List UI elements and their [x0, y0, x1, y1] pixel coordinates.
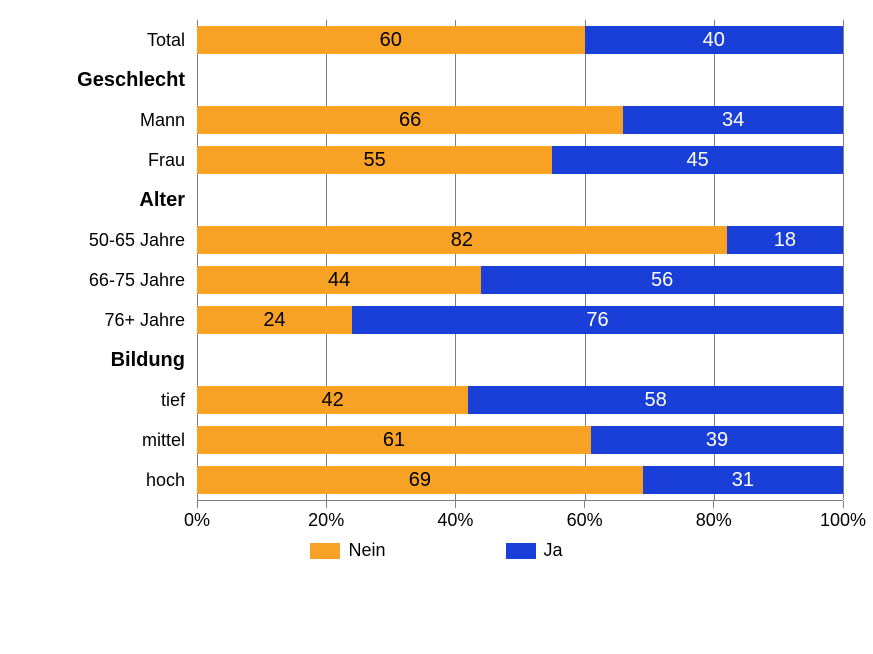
segment-nein: 69 [197, 466, 643, 494]
bar-area: 24 76 [197, 300, 843, 340]
legend-item-ja: Ja [506, 540, 563, 561]
row-label: 76+ Jahre [30, 310, 197, 331]
group-label: Geschlecht [30, 69, 197, 92]
row-label: Mann [30, 110, 197, 131]
segment-ja: 40 [585, 26, 843, 54]
group-label: Bildung [30, 349, 197, 372]
bar-area: 69 31 [197, 460, 843, 500]
stacked-bar: 82 18 [197, 226, 843, 254]
stacked-bar-chart: Total 60 40 Geschlecht Mann 66 34 Frau 5… [30, 20, 843, 561]
segment-ja: 58 [468, 386, 843, 414]
stacked-bar: 66 34 [197, 106, 843, 134]
stacked-bar: 60 40 [197, 26, 843, 54]
row-label: hoch [30, 470, 197, 491]
legend-swatch-nein [310, 543, 340, 559]
bar-row: Frau 55 45 [30, 140, 843, 180]
segment-nein: 42 [197, 386, 468, 414]
stacked-bar: 69 31 [197, 466, 843, 494]
segment-nein: 55 [197, 146, 552, 174]
legend-swatch-ja [506, 543, 536, 559]
segment-ja: 39 [591, 426, 843, 454]
bar-row: hoch 69 31 [30, 460, 843, 500]
segment-nein: 60 [197, 26, 585, 54]
stacked-bar: 44 56 [197, 266, 843, 294]
x-tick: 80% [696, 501, 732, 531]
group-header: Alter [30, 180, 843, 220]
x-tick: 20% [308, 501, 344, 531]
segment-nein: 44 [197, 266, 481, 294]
segment-ja: 76 [352, 306, 843, 334]
row-label: Total [30, 30, 197, 51]
x-tick-label: 100% [820, 510, 866, 531]
row-label: 50-65 Jahre [30, 230, 197, 251]
segment-ja: 56 [481, 266, 843, 294]
row-label: 66-75 Jahre [30, 270, 197, 291]
bar-row: tief 42 58 [30, 380, 843, 420]
plot-area: Total 60 40 Geschlecht Mann 66 34 Frau 5… [30, 20, 843, 500]
stacked-bar: 24 76 [197, 306, 843, 334]
x-axis-row: 0%20%40%60%80%100% [30, 500, 843, 534]
segment-ja: 34 [623, 106, 843, 134]
legend-item-nein: Nein [310, 540, 385, 561]
x-tick: 60% [567, 501, 603, 531]
chart-rows: Total 60 40 Geschlecht Mann 66 34 Frau 5… [30, 20, 843, 500]
bar-row: 66-75 Jahre 44 56 [30, 260, 843, 300]
bar-area: 66 34 [197, 100, 843, 140]
x-tick: 100% [820, 501, 866, 531]
segment-ja: 31 [643, 466, 843, 494]
bar-row: Mann 66 34 [30, 100, 843, 140]
bar-row: Total 60 40 [30, 20, 843, 60]
segment-ja: 45 [552, 146, 843, 174]
x-tick-label: 20% [308, 510, 344, 531]
stacked-bar: 42 58 [197, 386, 843, 414]
legend: Nein Ja [30, 540, 843, 561]
x-tick-label: 40% [437, 510, 473, 531]
segment-nein: 66 [197, 106, 623, 134]
segment-nein: 82 [197, 226, 727, 254]
bar-area: 60 40 [197, 20, 843, 60]
group-header: Geschlecht [30, 60, 843, 100]
segment-nein: 61 [197, 426, 591, 454]
stacked-bar: 55 45 [197, 146, 843, 174]
x-tick: 40% [437, 501, 473, 531]
bar-row: 50-65 Jahre 82 18 [30, 220, 843, 260]
x-tick-label: 60% [567, 510, 603, 531]
x-tick-label: 0% [184, 510, 210, 531]
segment-ja: 18 [727, 226, 843, 254]
bar-row: mittel 61 39 [30, 420, 843, 460]
x-tick-label: 80% [696, 510, 732, 531]
grid-line [843, 20, 844, 500]
bar-row: 76+ Jahre 24 76 [30, 300, 843, 340]
x-axis: 0%20%40%60%80%100% [197, 500, 843, 535]
group-label: Alter [30, 189, 197, 212]
legend-label-nein: Nein [348, 540, 385, 561]
bar-area: 61 39 [197, 420, 843, 460]
row-label: mittel [30, 430, 197, 451]
bar-area: 82 18 [197, 220, 843, 260]
bar-area: 44 56 [197, 260, 843, 300]
segment-nein: 24 [197, 306, 352, 334]
bar-area: 42 58 [197, 380, 843, 420]
legend-label-ja: Ja [544, 540, 563, 561]
row-label: tief [30, 390, 197, 411]
x-tick: 0% [184, 501, 210, 531]
bar-area: 55 45 [197, 140, 843, 180]
group-header: Bildung [30, 340, 843, 380]
row-label: Frau [30, 150, 197, 171]
stacked-bar: 61 39 [197, 426, 843, 454]
